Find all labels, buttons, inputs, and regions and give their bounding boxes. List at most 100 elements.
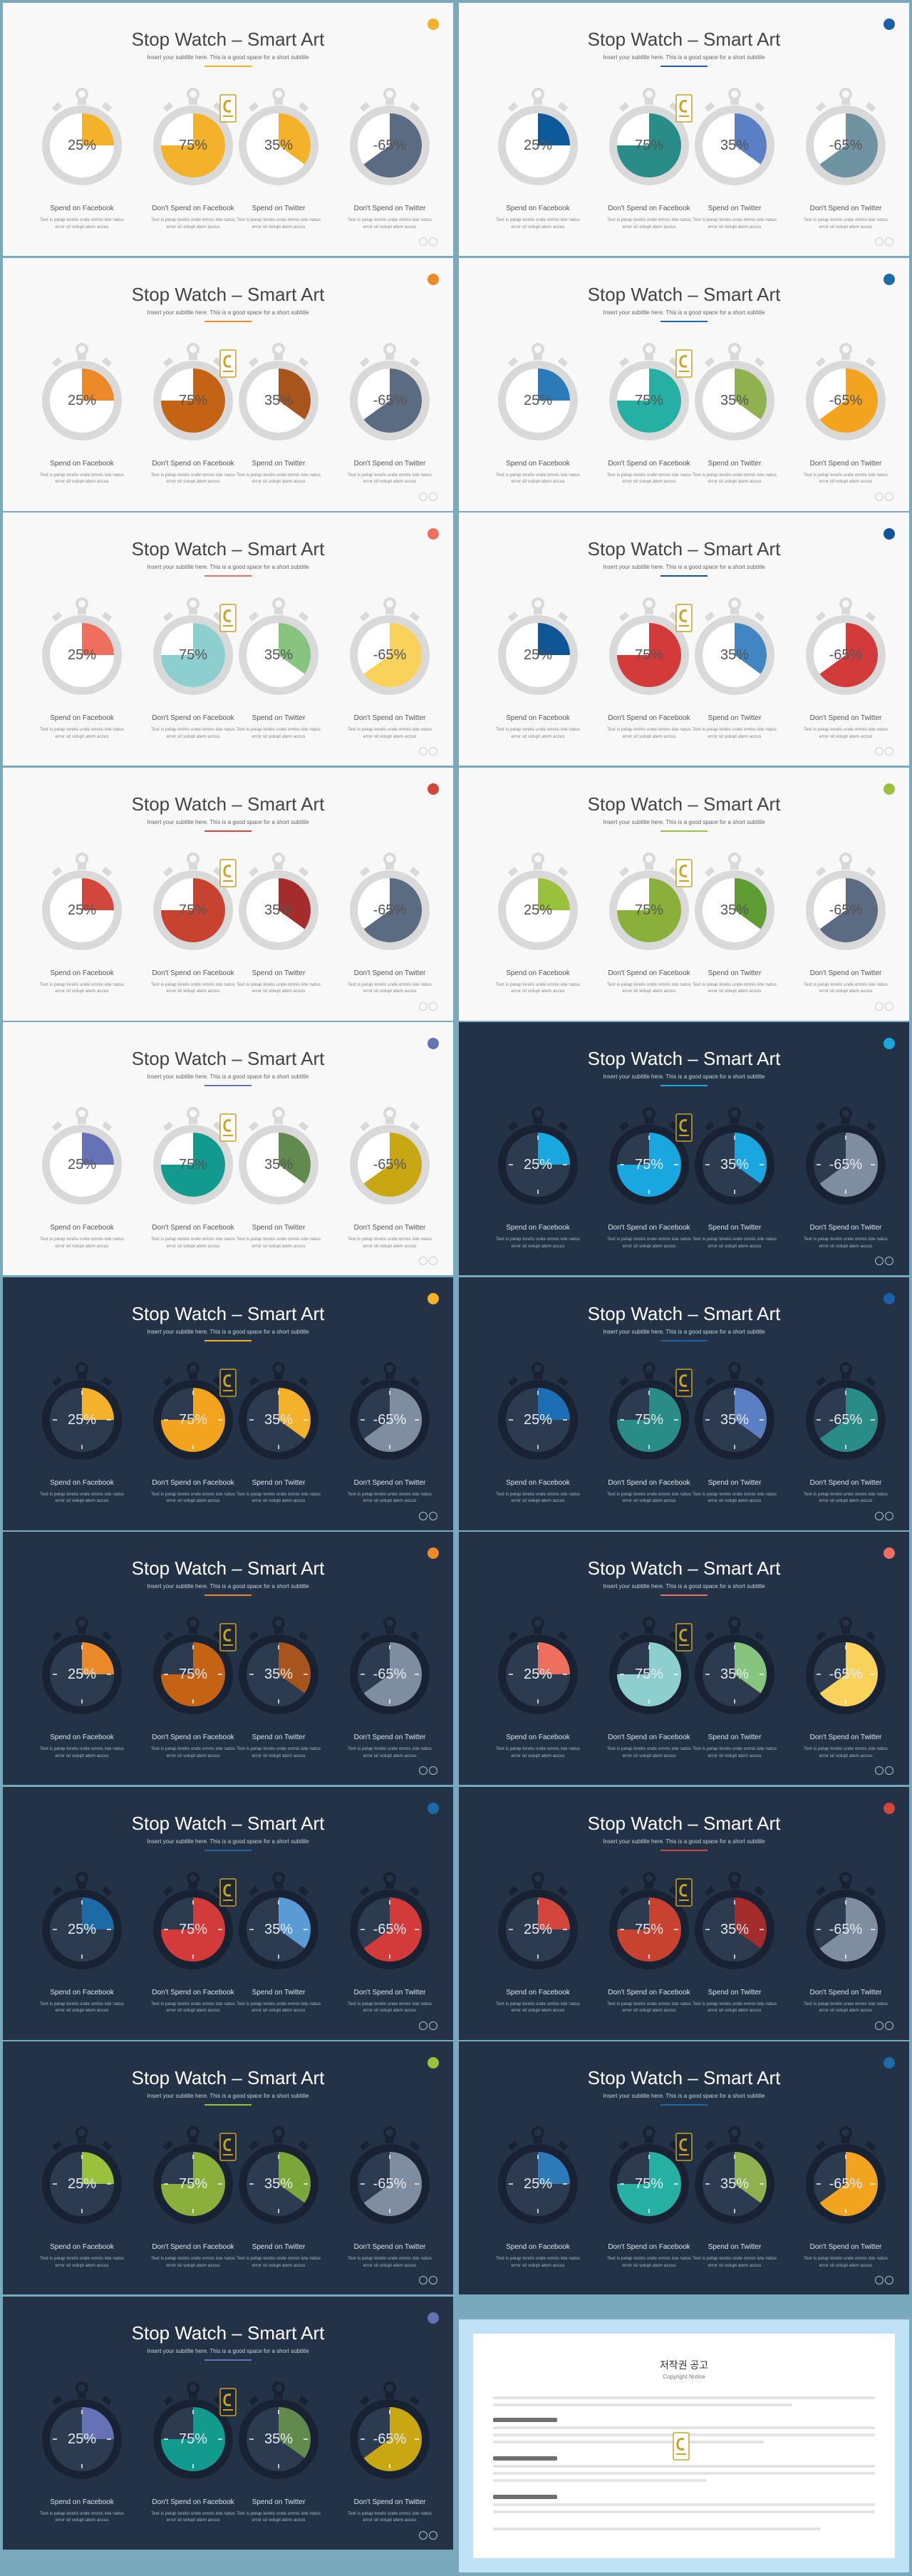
prev-slide-button[interactable] xyxy=(875,1257,884,1265)
prev-slide-button[interactable] xyxy=(419,237,428,246)
stopwatch-percentage: -65% xyxy=(829,1921,863,1937)
stopwatch-icon xyxy=(350,2126,430,2224)
prev-slide-button[interactable] xyxy=(419,1001,428,1011)
stopwatch-description: Text is pelap lorelis unde omnis iste na… xyxy=(607,1491,691,1504)
stopwatch: 35% xyxy=(237,1361,321,1468)
next-slide-button[interactable] xyxy=(429,237,437,246)
slide-number-badge xyxy=(428,1038,439,1049)
stopwatch: -65% xyxy=(804,852,888,959)
slide-thumbnail[interactable]: Stop Watch – Smart Art Insert your subtit… xyxy=(3,2296,453,2550)
next-slide-button[interactable] xyxy=(429,1766,437,1775)
prev-slide-button[interactable] xyxy=(875,492,884,501)
stopwatch-value-wedge xyxy=(363,2406,422,2471)
next-slide-button[interactable] xyxy=(429,1511,437,1520)
slide-thumbnail[interactable]: Stop Watch – Smart Art Insert your subtit… xyxy=(3,1022,453,1275)
slide-thumbnail[interactable]: Stop Watch – Smart Art Insert your subtit… xyxy=(459,767,909,1021)
slide-thumbnail[interactable]: Stop Watch – Smart Art Insert your subtit… xyxy=(459,1786,909,2040)
slide-thumbnail[interactable]: Stop Watch – Smart Art Insert your subtit… xyxy=(459,1277,909,1530)
stopwatch-icon xyxy=(42,88,122,185)
logo-icon xyxy=(675,1113,693,1142)
stopwatch-percentage: 35% xyxy=(720,1157,750,1173)
slide-thumbnail[interactable]: Stop Watch – Smart Art Insert your subtit… xyxy=(3,1532,453,1785)
stopwatch-icon xyxy=(42,2126,122,2224)
stopwatch-caption: Don't Spend on Facebook xyxy=(608,1988,690,1997)
stopwatch: 75% xyxy=(151,1106,235,1213)
stopwatch: 35% xyxy=(693,1616,777,1723)
slide-thumbnail[interactable]: Stop Watch – Smart Art Insert your subtit… xyxy=(459,2041,909,2294)
stopwatch-value-wedge xyxy=(617,623,681,687)
slide-title: Stop Watch – Smart Art xyxy=(587,283,781,305)
next-slide-button[interactable] xyxy=(429,2021,437,2030)
stopwatch: 35% xyxy=(237,1106,321,1213)
prev-slide-button[interactable] xyxy=(419,1257,428,1265)
next-slide-button[interactable] xyxy=(429,2276,437,2284)
next-slide-button[interactable] xyxy=(429,2530,437,2540)
prev-slide-button[interactable] xyxy=(419,2021,428,2030)
stopwatch-description: Text is pelap lorelis unde omnis iste na… xyxy=(237,982,321,994)
slide-thumbnail[interactable]: Stop Watch – Smart Art Insert your subtit… xyxy=(3,2041,453,2294)
next-slide-button[interactable] xyxy=(885,237,893,246)
slide-thumbnail[interactable]: Stop Watch – Smart Art Insert your subtit… xyxy=(3,1786,453,2040)
next-slide-button[interactable] xyxy=(885,2276,893,2284)
next-slide-button[interactable] xyxy=(429,1257,437,1265)
next-slide-button[interactable] xyxy=(885,1766,893,1775)
prev-slide-button[interactable] xyxy=(419,1766,428,1775)
prev-slide-button[interactable] xyxy=(875,1511,884,1520)
next-slide-button[interactable] xyxy=(429,1001,437,1011)
slide-thumbnail[interactable]: Stop Watch – Smart Art Insert your subtit… xyxy=(3,767,453,1021)
slide-number-badge xyxy=(428,1292,439,1304)
stopwatch-icon xyxy=(498,852,578,950)
stopwatch-icon xyxy=(239,597,318,695)
next-slide-button[interactable] xyxy=(885,1511,893,1520)
next-slide-button[interactable] xyxy=(885,1001,893,1011)
prev-slide-button[interactable] xyxy=(875,1001,884,1011)
title-underline xyxy=(660,575,708,577)
logo-icon xyxy=(675,858,693,887)
stopwatch-percentage: 75% xyxy=(178,2176,208,2192)
stopwatch-description: Text is pelap lorelis unde omnis iste na… xyxy=(804,472,888,485)
stopwatch-icon xyxy=(609,342,689,441)
slide-title: Stop Watch – Smart Art xyxy=(587,1812,781,1834)
stopwatch-icon xyxy=(42,342,122,441)
stopwatch-caption: Don't Spend on Twitter xyxy=(809,969,882,977)
title-underline xyxy=(660,2104,708,2106)
prev-slide-button[interactable] xyxy=(419,747,428,756)
stopwatch: 35% xyxy=(237,342,321,449)
prev-slide-button[interactable] xyxy=(875,1766,884,1775)
stopwatch-percentage: 75% xyxy=(634,1157,664,1173)
copyright-slide[interactable]: 저작권 공고 Copyright Notice xyxy=(459,2319,909,2572)
stopwatch-value-wedge xyxy=(82,1897,114,1930)
next-slide-button[interactable] xyxy=(885,1257,893,1265)
stopwatch-value-wedge xyxy=(617,1642,681,1706)
prev-slide-button[interactable] xyxy=(419,1511,428,1520)
next-slide-button[interactable] xyxy=(885,2021,893,2030)
stopwatch-caption: Spend on Facebook xyxy=(506,969,570,977)
slide-thumbnail[interactable]: Stop Watch – Smart Art Insert your subtit… xyxy=(3,512,453,766)
prev-slide-button[interactable] xyxy=(875,2021,884,2030)
stopwatch-icon xyxy=(239,852,318,950)
slide-thumbnail[interactable]: Stop Watch – Smart Art Insert your subtit… xyxy=(459,257,909,511)
stopwatch-description: Text is pelap lorelis unde omnis iste na… xyxy=(237,2001,321,2014)
stopwatch: 25% xyxy=(40,1106,124,1213)
next-slide-button[interactable] xyxy=(429,492,437,501)
prev-slide-button[interactable] xyxy=(875,2276,884,2284)
next-slide-button[interactable] xyxy=(429,747,437,756)
slide-thumbnail[interactable]: Stop Watch – Smart Art Insert your subtit… xyxy=(459,512,909,766)
slide-thumbnail[interactable]: Stop Watch – Smart Art Insert your subtit… xyxy=(459,1532,909,1785)
prev-slide-button[interactable] xyxy=(875,237,884,246)
prev-slide-button[interactable] xyxy=(875,747,884,756)
slide-thumbnail[interactable]: Stop Watch – Smart Art Insert your subtit… xyxy=(3,257,453,511)
prev-slide-button[interactable] xyxy=(419,2530,428,2540)
prev-slide-button[interactable] xyxy=(419,492,428,501)
copyright-text-line xyxy=(493,2426,875,2429)
slide-thumbnail[interactable]: Stop Watch – Smart Art Insert your subtit… xyxy=(3,1277,453,1530)
slide-thumbnail[interactable]: Stop Watch – Smart Art Insert your subtit… xyxy=(459,1022,909,1275)
slide-thumbnail[interactable]: Stop Watch – Smart Art Insert your subtit… xyxy=(459,3,909,256)
stopwatch-description: Text is pelap lorelis unde omnis iste na… xyxy=(693,1237,777,1249)
slide-thumbnail[interactable]: Stop Watch – Smart Art Insert your subtit… xyxy=(3,3,453,256)
next-slide-button[interactable] xyxy=(885,492,893,501)
stopwatch-caption: Spend on Facebook xyxy=(50,1224,114,1232)
next-slide-button[interactable] xyxy=(885,747,893,756)
stopwatch-caption: Don't Spend on Facebook xyxy=(608,2243,690,2251)
prev-slide-button[interactable] xyxy=(419,2276,428,2284)
